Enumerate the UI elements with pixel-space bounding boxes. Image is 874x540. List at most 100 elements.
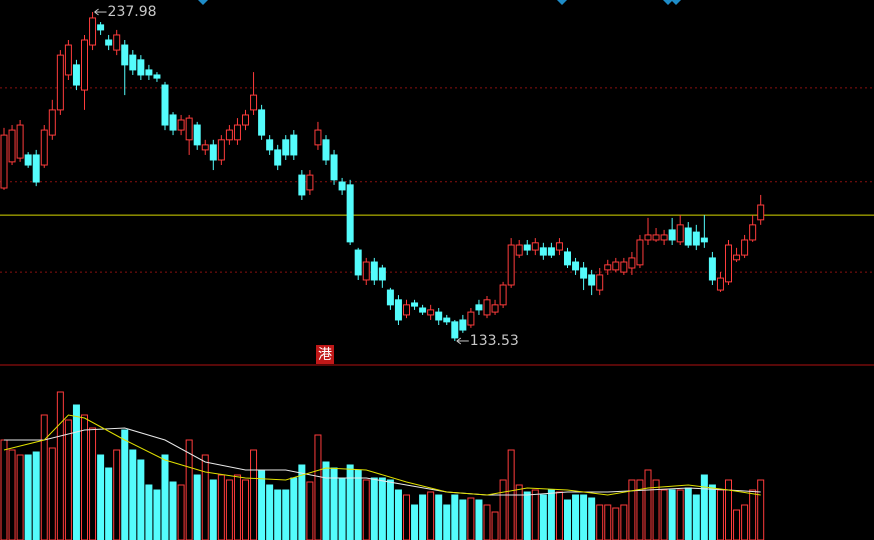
candle-body: [539, 247, 547, 256]
volume-bar: [105, 467, 113, 540]
event-icon: [557, 0, 567, 5]
volume-bar: [475, 499, 483, 540]
candle-body: [499, 284, 507, 306]
volume-bar: [193, 474, 201, 540]
candle-body: [354, 249, 362, 276]
candle-body: [531, 242, 539, 251]
candle-body: [628, 257, 636, 269]
volume-bar: [555, 491, 563, 540]
candle-body: [89, 17, 97, 46]
candle-body: [692, 231, 700, 246]
volume-bar: [314, 434, 322, 540]
candle-body: [330, 154, 338, 181]
volume-bar: [282, 489, 290, 540]
volume-bar: [588, 497, 596, 540]
volume-bar: [8, 449, 16, 540]
volume-bar: [72, 404, 80, 540]
volume-bar: [81, 414, 88, 540]
volume-bar: [733, 509, 741, 540]
candle-body: [233, 124, 241, 141]
volume-bar: [32, 451, 40, 540]
volume-bar: [129, 449, 137, 540]
candle-body: [129, 54, 137, 71]
candle-body: [725, 244, 732, 283]
candle-body: [161, 84, 169, 126]
candle-body: [48, 109, 56, 136]
volume-bar: [121, 429, 129, 540]
volume-bar: [161, 454, 169, 540]
volume-bar: [48, 447, 56, 540]
volume-bar: [725, 479, 732, 540]
volume-bar: [692, 494, 700, 540]
volume-bar: [306, 481, 314, 540]
candle-body: [370, 261, 378, 281]
candle-body: [97, 24, 105, 31]
volume-bar: [16, 454, 24, 540]
volume-bar: [451, 494, 459, 540]
volume-bar: [0, 439, 8, 540]
candle-body: [523, 244, 531, 251]
extreme-arrowhead: [456, 337, 462, 345]
volume-bar: [749, 489, 757, 540]
candle-body: [217, 139, 225, 161]
volume-bar: [572, 494, 580, 540]
candle-body: [708, 257, 716, 281]
candle-body: [258, 109, 266, 136]
candle-body: [193, 124, 201, 146]
volume-bar: [491, 511, 499, 540]
volume-bar: [201, 454, 209, 540]
candle-body: [40, 129, 48, 166]
volume-bar: [660, 489, 668, 540]
candle-body: [290, 134, 298, 156]
volume-bar: [652, 479, 660, 540]
volume-bar: [596, 504, 604, 540]
candle-body: [443, 317, 451, 323]
volume-bar: [217, 474, 225, 540]
volume-bar: [757, 479, 765, 540]
candle-body: [676, 224, 684, 243]
candle-body: [0, 134, 8, 189]
candle-body: [225, 129, 233, 141]
candle-body: [64, 44, 72, 76]
candle-body: [459, 319, 467, 331]
candle-body: [16, 124, 24, 159]
candle-body: [121, 44, 129, 66]
candle-body: [588, 274, 596, 286]
candle-body: [660, 234, 668, 241]
candle-body: [547, 247, 555, 256]
candle-body: [282, 139, 290, 156]
volume-bar: [225, 479, 233, 540]
volume-bar: [394, 489, 402, 540]
volume-bar: [89, 427, 97, 540]
volume-bar: [523, 491, 531, 540]
volume-bar: [427, 491, 435, 540]
candle-body: [153, 74, 161, 79]
volume-bar: [113, 449, 121, 540]
candle-body: [555, 242, 563, 251]
candle-body: [113, 34, 121, 51]
candle-body: [250, 94, 258, 111]
candle-body: [716, 277, 724, 291]
marker-text: 港: [318, 347, 332, 363]
volume-bar: [242, 479, 249, 540]
volume-bar: [564, 499, 571, 540]
candle-body: [604, 264, 612, 271]
volume-bar: [700, 474, 708, 540]
candle-body: [620, 261, 628, 273]
volume-bar: [153, 489, 161, 540]
candle-body: [306, 174, 314, 191]
candle-body: [338, 181, 346, 191]
candle-body: [684, 227, 692, 246]
candle-body: [177, 119, 185, 131]
volume-bar: [547, 489, 555, 540]
marker-box: [316, 345, 334, 364]
candle-body: [644, 234, 652, 241]
volume-bar: [209, 479, 217, 540]
candle-body: [266, 139, 274, 151]
candle-body: [612, 261, 620, 271]
candle-body: [451, 321, 459, 339]
candle-body: [169, 114, 177, 131]
volume-bar: [411, 504, 419, 540]
extreme-label: 237.98: [108, 4, 157, 20]
event-icon: [198, 0, 208, 5]
